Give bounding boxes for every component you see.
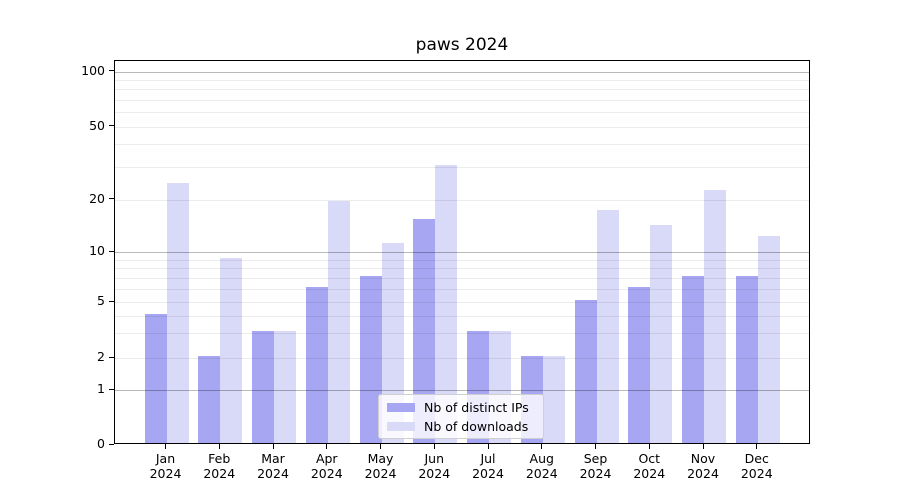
x-tick-label-may: May 2024 <box>364 451 397 481</box>
y-tick-label-50: 50 <box>89 117 105 133</box>
legend-item-nb-of-downloads: Nb of downloads <box>387 418 535 434</box>
x-tick-mark-feb <box>218 444 220 449</box>
bar-nb-of-distinct-ips-feb <box>198 356 221 443</box>
gridline-minor-3 <box>115 333 809 335</box>
bar-nb-of-distinct-ips-jan <box>144 313 167 443</box>
bar-nb-of-downloads-sep <box>596 209 619 443</box>
x-tick-mark-jun <box>433 444 435 449</box>
y-tick-label-0: 0 <box>97 436 105 451</box>
y-tick-mark-50 <box>109 125 114 127</box>
x-tick-mark-mar <box>272 444 274 449</box>
gridline-minor-20 <box>115 199 809 201</box>
x-tick-label-aug: Aug 2024 <box>525 451 558 481</box>
bar-nb-of-downloads-apr <box>327 201 350 443</box>
gridline-minor-40 <box>115 144 809 146</box>
legend-swatch-nb-of-downloads <box>387 421 415 431</box>
legend-swatch-nb-of-distinct-ips <box>387 402 415 412</box>
x-tick-label-oct: Oct 2024 <box>633 451 666 481</box>
gridline-major-10 <box>115 252 809 253</box>
x-tick-mark-apr <box>326 444 328 449</box>
y-tick-mark-2 <box>109 356 114 358</box>
bar-nb-of-distinct-ips-nov <box>682 275 704 443</box>
bar-nb-of-distinct-ips-jun <box>413 219 436 443</box>
x-tick-label-jul: Jul 2024 <box>472 451 504 481</box>
gridline-minor-7 <box>115 277 809 279</box>
gridline-minor-90 <box>115 79 809 81</box>
legend-label-nb-of-downloads: Nb of downloads <box>424 418 529 434</box>
gridline-minor-9 <box>115 259 809 261</box>
bar-nb-of-distinct-ips-apr <box>305 286 328 443</box>
y-tick-label-10: 10 <box>89 243 105 258</box>
gridline-minor-6 <box>115 288 809 290</box>
gridline-major-100 <box>115 71 809 73</box>
y-tick-mark-0 <box>109 443 114 445</box>
bar-nb-of-downloads-mar <box>274 331 296 443</box>
y-tick-label-2: 2 <box>97 349 105 364</box>
x-tick-mark-oct <box>648 444 650 449</box>
chart-title: paws 2024 <box>415 35 509 55</box>
bar-nb-of-distinct-ips-oct <box>628 286 651 443</box>
x-tick-label-sep: Sep 2024 <box>579 451 612 481</box>
x-tick-label-mar: Mar 2024 <box>257 451 289 481</box>
bar-nb-of-distinct-ips-sep <box>574 300 597 443</box>
x-tick-mark-may <box>380 444 382 449</box>
x-tick-label-apr: Apr 2024 <box>310 451 343 481</box>
x-tick-mark-sep <box>595 444 597 449</box>
bar-nb-of-downloads-jun <box>435 165 458 443</box>
x-tick-mark-nov <box>702 444 704 449</box>
bar-nb-of-downloads-jan <box>166 182 189 443</box>
x-tick-mark-aug <box>541 444 543 449</box>
y-tick-label-5: 5 <box>97 293 105 308</box>
gridline-minor-70 <box>115 99 809 101</box>
y-tick-mark-100 <box>109 70 114 72</box>
bar-nb-of-downloads-aug <box>542 356 565 443</box>
bar-nb-of-distinct-ips-may <box>359 275 382 443</box>
x-tick-label-jan: Jan 2024 <box>149 451 182 481</box>
x-tick-label-nov: Nov 2024 <box>687 451 719 481</box>
x-tick-mark-jul <box>487 444 489 449</box>
bar-nb-of-downloads-oct <box>650 224 673 443</box>
gridline-minor-5 <box>115 302 809 303</box>
plot-area: Nb of distinct IPs Nb of downloads <box>114 60 810 444</box>
x-tick-mark-jan <box>165 444 167 449</box>
legend-label-nb-of-distinct-ips: Nb of distinct IPs <box>424 399 529 415</box>
gridline-minor-8 <box>115 268 809 270</box>
y-tick-mark-10 <box>109 250 114 252</box>
x-tick-label-feb: Feb 2024 <box>203 451 236 481</box>
legend: Nb of distinct IPs Nb of downloads <box>378 394 544 439</box>
x-tick-label-dec: Dec 2024 <box>740 451 773 481</box>
y-tick-mark-20 <box>109 198 114 200</box>
y-tick-mark-1 <box>109 388 114 390</box>
bar-nb-of-distinct-ips-dec <box>735 275 758 443</box>
legend-item-nb-of-distinct-ips: Nb of distinct IPs <box>387 399 535 415</box>
gridline-minor-4 <box>115 315 809 317</box>
y-tick-mark-5 <box>109 300 114 302</box>
gridline-minor-2 <box>115 358 809 359</box>
x-tick-label-jun: Jun 2024 <box>418 451 451 481</box>
x-tick-mark-dec <box>756 444 758 449</box>
bar-nb-of-downloads-nov <box>704 189 726 443</box>
gridline-minor-60 <box>115 112 809 114</box>
bar-nb-of-distinct-ips-mar <box>252 331 274 443</box>
y-tick-label-1: 1 <box>97 381 105 396</box>
bar-nb-of-downloads-feb <box>220 257 243 443</box>
y-tick-label-100: 100 <box>81 62 105 78</box>
gridline-minor-80 <box>115 89 809 91</box>
bar-nb-of-downloads-dec <box>757 236 780 443</box>
gridline-minor-30 <box>115 167 809 169</box>
bar-nb-of-downloads-may <box>381 242 404 443</box>
gridline-minor-50 <box>115 126 809 128</box>
gridline-major-1 <box>115 390 809 391</box>
y-tick-label-20: 20 <box>89 190 105 206</box>
